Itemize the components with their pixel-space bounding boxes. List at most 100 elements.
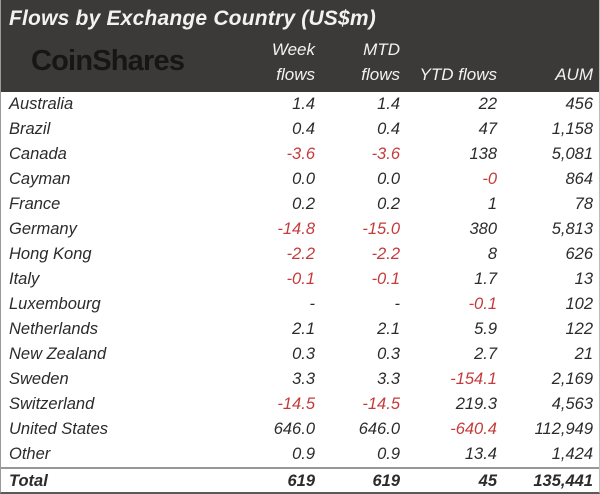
cell-mtd-flows: 0.4 <box>377 120 400 138</box>
cell-ytd-flows: 1 <box>487 195 497 213</box>
cell-ytd-flows: 13.4 <box>464 445 497 463</box>
cell-week-flows: 646.0 <box>273 420 315 438</box>
cell-country: Hong Kong <box>9 245 92 263</box>
cell-mtd-flows: - <box>394 295 401 313</box>
table-row: New Zealand 0.3 0.3 2.7 21 <box>1 342 599 367</box>
cell-mtd-flows: -2.2 <box>371 245 400 263</box>
table-row: Hong Kong -2.2 -2.2 8 626 <box>1 242 599 267</box>
table-row: Sweden 3.3 3.3 -154.1 2,169 <box>1 367 599 392</box>
column-header-mtd-flows: MTD flows <box>315 37 400 89</box>
total-mtd-flows: 619 <box>372 472 400 490</box>
cell-country: Italy <box>9 270 40 288</box>
cell-ytd-flows: -0.1 <box>468 295 497 313</box>
cell-aum: 626 <box>565 245 593 263</box>
cell-country: Brazil <box>9 120 51 138</box>
cell-mtd-flows: 3.3 <box>377 370 400 388</box>
cell-week-flows: -14.5 <box>277 395 315 413</box>
cell-ytd-flows: 1.7 <box>474 270 497 288</box>
table-row: Italy -0.1 -0.1 1.7 13 <box>1 267 599 292</box>
column-header-line: Week <box>271 40 315 59</box>
cell-ytd-flows: -640.4 <box>450 420 497 438</box>
cell-mtd-flows: 2.1 <box>377 320 400 338</box>
cell-mtd-flows: 0.2 <box>377 195 400 213</box>
cell-ytd-flows: 8 <box>487 245 497 263</box>
cell-mtd-flows: -14.5 <box>362 395 400 413</box>
table-row: France 0.2 0.2 1 78 <box>1 192 599 217</box>
cell-mtd-flows: -0.1 <box>371 270 400 288</box>
cell-aum: 21 <box>574 345 593 363</box>
column-header-line: AUM <box>555 65 593 84</box>
cell-aum: 5,081 <box>551 145 593 163</box>
cell-week-flows: 0.9 <box>292 445 315 463</box>
cell-ytd-flows: 219.3 <box>455 395 497 413</box>
table-row: Cayman 0.0 0.0 -0 864 <box>1 167 599 192</box>
cell-ytd-flows: 47 <box>478 120 497 138</box>
cell-mtd-flows: 0.9 <box>377 445 400 463</box>
cell-ytd-flows: 380 <box>469 220 497 238</box>
column-header-aum: AUM <box>497 62 593 89</box>
cell-country: Australia <box>9 95 74 113</box>
cell-ytd-flows: 2.7 <box>474 345 497 363</box>
page-title: Flows by Exchange Country (US$m) <box>9 7 376 30</box>
total-week-flows: 619 <box>287 472 315 490</box>
cell-week-flows: 2.1 <box>292 320 315 338</box>
total-aum: 135,441 <box>533 472 593 490</box>
cell-aum: 5,813 <box>551 220 593 238</box>
cell-mtd-flows: 1.4 <box>377 95 400 113</box>
table-row: United States 646.0 646.0 -640.4 112,949 <box>1 417 599 442</box>
table-row: Australia 1.4 1.4 22 456 <box>1 92 599 117</box>
cell-country: Other <box>9 445 51 463</box>
cell-week-flows: -0.1 <box>286 270 315 288</box>
column-header-line: YTD flows <box>419 65 497 84</box>
cell-country: Sweden <box>9 370 69 388</box>
cell-country: Switzerland <box>9 395 95 413</box>
cell-mtd-flows: -3.6 <box>371 145 400 163</box>
column-header-line: MTD <box>363 40 400 59</box>
cell-aum: 1,158 <box>551 120 593 138</box>
cell-country: Luxembourg <box>9 295 101 313</box>
cell-mtd-flows: -15.0 <box>362 220 400 238</box>
cell-ytd-flows: 5.9 <box>474 320 497 338</box>
table-row: Other 0.9 0.9 13.4 1,424 <box>1 442 599 467</box>
total-row: Total 619 619 45 135,441 <box>1 467 599 492</box>
cell-week-flows: - <box>309 295 316 313</box>
cell-aum: 456 <box>565 95 593 113</box>
column-header-line: flows <box>361 65 400 84</box>
cell-country: Canada <box>9 145 67 163</box>
cell-week-flows: 3.3 <box>292 370 315 388</box>
cell-aum: 102 <box>565 295 593 313</box>
cell-aum: 122 <box>565 320 593 338</box>
cell-ytd-flows: 138 <box>469 145 497 163</box>
cell-country: Netherlands <box>9 320 98 338</box>
cell-week-flows: 0.0 <box>292 170 315 188</box>
cell-mtd-flows: 0.0 <box>377 170 400 188</box>
cell-ytd-flows: 22 <box>478 95 497 113</box>
cell-aum: 78 <box>574 195 593 213</box>
cell-country: Germany <box>9 220 77 238</box>
table-header: Flows by Exchange Country (US$m) CoinSha… <box>1 0 599 92</box>
table-row: Switzerland -14.5 -14.5 219.3 4,563 <box>1 392 599 417</box>
cell-aum: 1,424 <box>551 445 593 463</box>
cell-week-flows: -2.2 <box>286 245 315 263</box>
cell-mtd-flows: 0.3 <box>377 345 400 363</box>
cell-country: France <box>9 195 61 213</box>
cell-week-flows: 0.2 <box>292 195 315 213</box>
table-row: Luxembourg - - -0.1 102 <box>1 292 599 317</box>
coinshares-logo: CoinShares <box>31 45 185 77</box>
cell-aum: 4,563 <box>551 395 593 413</box>
table-row: Germany -14.8 -15.0 380 5,813 <box>1 217 599 242</box>
cell-aum: 112,949 <box>534 420 593 438</box>
column-header-row: CoinShares Week flows MTD flows YTD flow… <box>9 33 593 89</box>
column-header-ytd-flows: YTD flows <box>400 62 497 89</box>
total-ytd-flows: 45 <box>478 472 497 490</box>
cell-mtd-flows: 646.0 <box>358 420 400 438</box>
column-header-week-flows: Week flows <box>209 37 315 89</box>
cell-week-flows: -3.6 <box>286 145 315 163</box>
cell-week-flows: 1.4 <box>292 95 315 113</box>
cell-aum: 864 <box>565 170 593 188</box>
total-label: Total <box>9 472 48 490</box>
table-body: Australia 1.4 1.4 22 456 Brazil 0.4 0.4 47 1,158 C… <box>1 92 599 467</box>
column-header-line: flows <box>276 65 315 84</box>
table-row: Netherlands 2.1 2.1 5.9 122 <box>1 317 599 342</box>
